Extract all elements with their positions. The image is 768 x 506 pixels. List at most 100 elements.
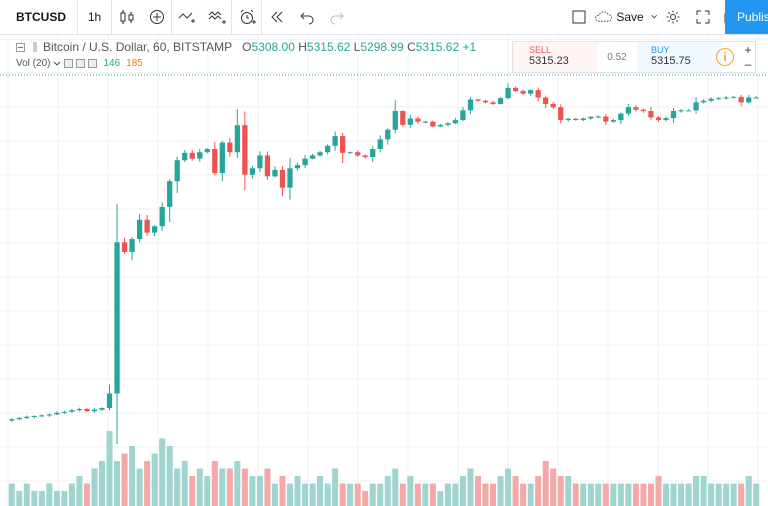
volume-bar [444,483,451,506]
volume-bar [279,476,286,506]
volume-bar [753,483,760,506]
fullscreen-icon[interactable] [688,0,718,34]
volume-bar [384,476,391,506]
candle-body [670,111,677,119]
volume-bar [429,483,436,506]
remove-icon[interactable] [88,59,98,68]
candle-body [340,136,346,153]
price-chart[interactable] [0,35,768,506]
candle-body [227,142,233,153]
candle-body [370,149,376,158]
candle-body [535,90,541,98]
gear-icon[interactable] [658,0,688,34]
volume-bar [625,483,632,506]
indicators-icon[interactable] [202,0,232,34]
candle-body [257,155,263,169]
symbol-search[interactable]: BTCUSD [0,0,78,34]
candle-body [174,160,180,182]
candle-body [136,219,143,240]
candle-body [655,117,662,121]
volume-bar [572,483,579,506]
collapse-icon[interactable] [16,42,25,52]
volume-bar [144,461,151,506]
volume-bar [129,446,136,506]
volume-bar [738,483,745,506]
redo-icon[interactable] [322,0,352,34]
buy-button[interactable]: BUY 5315.75 [637,42,721,72]
chart-grid [0,35,768,506]
candle-body [347,152,353,154]
compare-icon[interactable] [172,0,202,34]
alert-icon[interactable] [232,0,262,34]
candle-body [167,181,173,207]
volume-bar [565,476,572,506]
chevron-down-icon[interactable] [53,60,61,68]
candle-body [182,152,188,161]
info-icon[interactable]: i [716,48,734,66]
volume-bar [256,476,263,506]
publish-button[interactable]: Publish [725,0,768,34]
volume-bar [377,483,384,506]
volume-bar [332,468,339,506]
candle-body [580,118,586,121]
volume-bar [286,483,294,506]
volume-bar [580,483,587,506]
volume-bar [708,483,715,506]
candle-body [204,149,210,153]
volume-bar [602,483,609,506]
zoom-in-button[interactable]: + [744,43,752,57]
candle-body [249,168,256,175]
volume-bar [339,483,346,506]
replay-icon[interactable] [262,0,292,34]
chevron-down-icon [651,15,657,19]
candle-body [708,98,714,101]
candle-body [738,96,744,103]
add-indicator-icon[interactable] [142,0,172,34]
candle-body [467,99,474,111]
hide-icon[interactable] [64,59,74,68]
volume-label: Vol (20) [16,58,51,69]
candle-body [422,121,428,123]
zoom-out-button[interactable]: – [744,57,752,71]
interval-button[interactable]: 1h [78,0,112,34]
volume-bar [362,491,369,506]
volume-bar [467,468,474,506]
volume-bar [23,483,30,506]
candle-body [595,116,601,118]
candle-body [152,226,158,233]
volume-bar [490,483,497,506]
volume-bar [46,483,53,506]
volume-bar [535,476,542,506]
candle-body [16,417,22,420]
candle-body [490,102,496,104]
candle-body [731,96,737,98]
candle-body [242,125,248,175]
trade-widget: SELL 5315.23 0.52 BUY 5315.75 [512,41,756,73]
undo-icon[interactable] [292,0,322,34]
volume-bar [662,483,670,506]
save-button[interactable]: Save [594,0,658,34]
volume-bar [181,461,188,506]
sell-button[interactable]: SELL 5315.23 [513,42,597,72]
volume-bar [83,483,90,506]
volume-bar [723,483,730,506]
candle-body [324,145,331,153]
sell-price: 5315.23 [529,55,569,67]
volume-bar [700,476,707,506]
candle-body [475,99,481,101]
volume-bar [324,483,331,506]
candle-body [700,100,707,103]
volume-bar [550,468,557,506]
top-toolbar: BTCUSD 1h [0,0,768,35]
volume-bar [730,483,737,506]
candle-body [437,124,444,127]
rectangle-icon[interactable] [564,0,594,34]
volume-bar [121,453,128,506]
volume-bar [542,461,549,506]
candle-body [114,242,120,394]
volume-bar [678,483,685,506]
candle-body [618,113,624,121]
candles-icon[interactable] [112,0,142,34]
spread-value: 0.52 [607,51,627,63]
settings-icon[interactable] [76,59,86,68]
